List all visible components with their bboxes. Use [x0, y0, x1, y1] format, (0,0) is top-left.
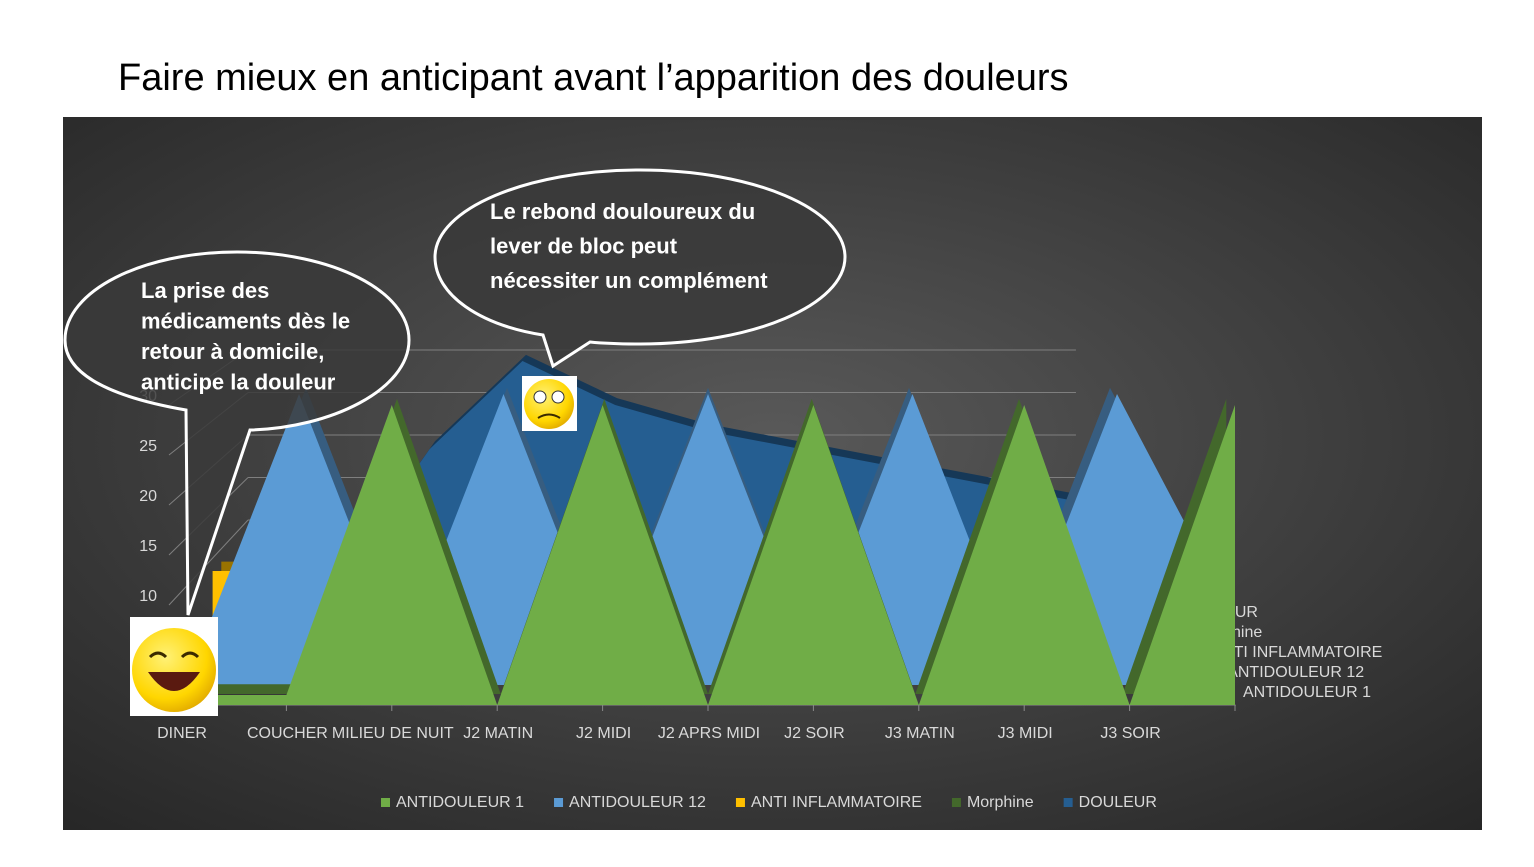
slide-title: Faire mieux en anticipant avant l’appari… — [118, 57, 1069, 99]
overlay: La prise des médicaments dès le retour à d… — [63, 168, 847, 716]
x-tick-label: J3 MATIN — [885, 725, 955, 742]
x-tick-label: J3 MIDI — [998, 725, 1053, 742]
area — [181, 405, 1235, 705]
emoji-laugh — [132, 628, 216, 712]
annotation: lever de bloc peut — [490, 233, 678, 258]
annotation: médicaments dès le — [141, 308, 350, 333]
x-tick-label: J2 MATIN — [463, 725, 533, 742]
legend-label: Morphine — [967, 794, 1034, 811]
x-tick-label: MILIEU DE NUIT — [332, 725, 454, 742]
x-tick-label: DINER — [157, 725, 207, 742]
legend: ANTIDOULEUR 1 ANTIDOULEUR 12 ANTI INFLAMMA… — [381, 794, 1157, 811]
legend-label: ANTI INFLAMMATOIRE — [751, 794, 922, 811]
annotation: Le rebond douloureux du — [490, 199, 755, 224]
annotation: La prise des — [141, 278, 269, 303]
y-tick-label: 25 — [139, 438, 157, 455]
y-tick-label: 20 — [139, 488, 157, 505]
grid-line — [168, 519, 249, 606]
x-tick-label: J2 SOIR — [784, 725, 844, 742]
speech-bubble — [63, 250, 411, 616]
legend-swatch — [1063, 798, 1073, 807]
legend-swatch — [735, 798, 745, 807]
x-tick-label: COUCHER — [247, 725, 328, 742]
emoji-mouth — [148, 672, 200, 691]
annotation: anticipe la douleur — [141, 369, 336, 394]
annotation: retour à domicile, — [141, 339, 324, 364]
y-tick-label: 10 — [139, 588, 157, 605]
emoji-eye — [533, 390, 547, 404]
legend-swatch — [554, 798, 564, 807]
depth-label: ANTIDOULEUR 12 — [1227, 664, 1364, 681]
emoji-eye — [551, 390, 565, 404]
y-tick-label: 15 — [139, 538, 157, 555]
emoji-eyes — [148, 651, 200, 659]
x-tick-label: J2 APRS MIDI — [658, 725, 760, 742]
legend-label: DOULEUR — [1079, 794, 1157, 811]
depth-label: ANTIDOULEUR 1 — [1243, 684, 1371, 701]
depth-label: ANTI INFLAMMATOIRE — [1211, 644, 1382, 661]
emoji-mouth — [537, 413, 561, 419]
legend-label: ANTIDOULEUR 1 — [396, 794, 524, 811]
legend-swatch — [381, 798, 390, 807]
speech-bubble — [433, 168, 847, 369]
legend-swatch — [951, 798, 961, 807]
annotation: nécessiter un complément — [490, 268, 768, 293]
emoji-worried — [524, 379, 574, 429]
legend-label: ANTIDOULEUR 12 — [569, 794, 706, 811]
x-tick-label: J3 SOIR — [1100, 725, 1160, 742]
x-tick-label: J2 MIDI — [576, 725, 631, 742]
